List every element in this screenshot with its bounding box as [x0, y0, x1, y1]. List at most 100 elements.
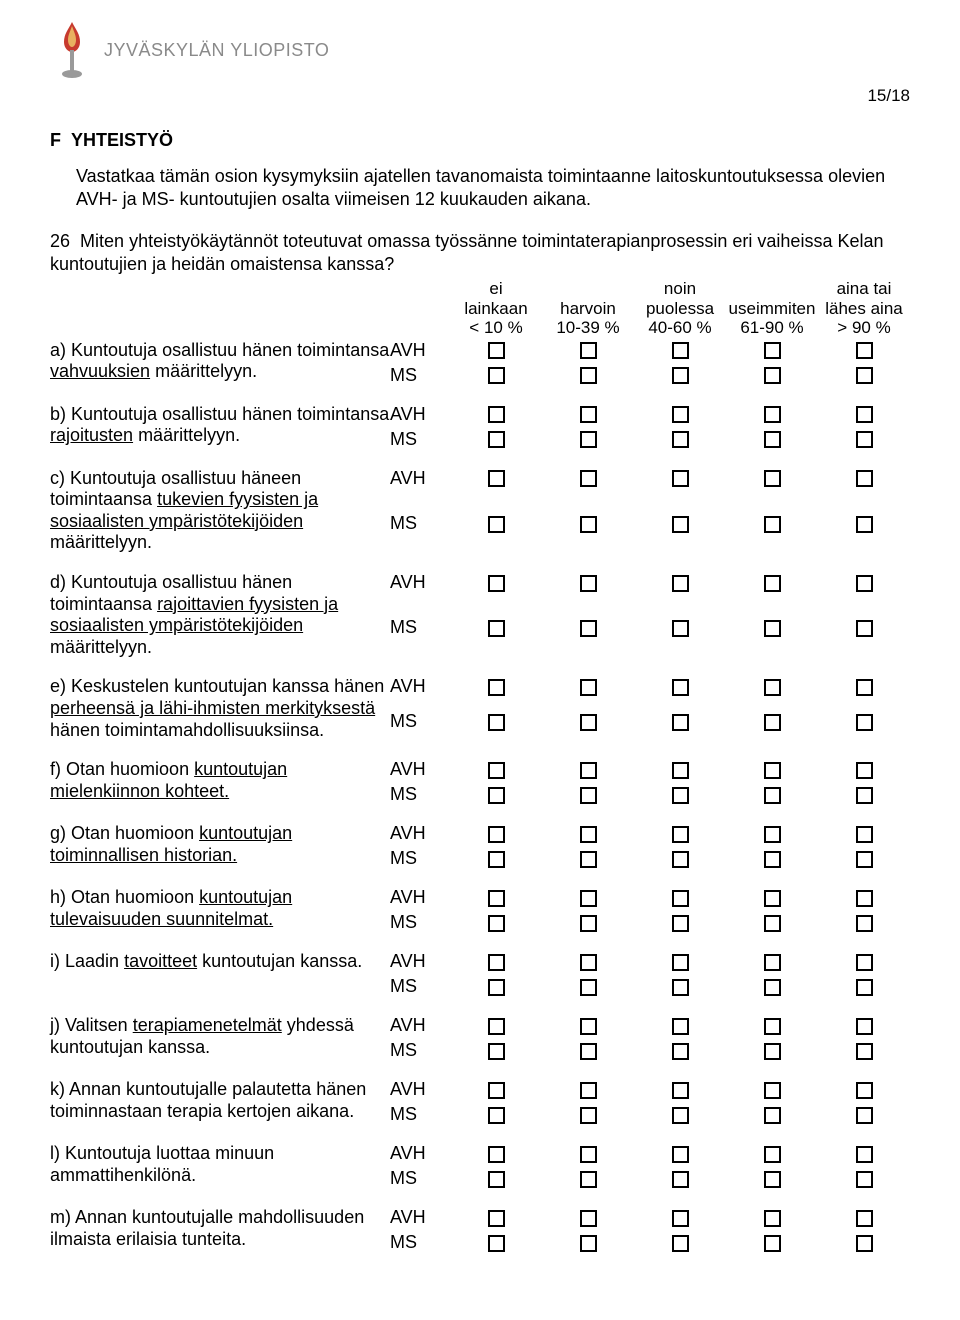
checkbox[interactable]: [856, 979, 873, 996]
checkbox[interactable]: [856, 1018, 873, 1035]
checkbox[interactable]: [764, 1082, 781, 1099]
checkbox[interactable]: [580, 1043, 597, 1060]
checkbox[interactable]: [672, 1235, 689, 1252]
checkbox[interactable]: [672, 1082, 689, 1099]
checkbox[interactable]: [764, 714, 781, 731]
checkbox[interactable]: [580, 762, 597, 779]
checkbox[interactable]: [580, 1171, 597, 1188]
checkbox[interactable]: [580, 851, 597, 868]
checkbox[interactable]: [488, 406, 505, 423]
checkbox[interactable]: [488, 1082, 505, 1099]
checkbox[interactable]: [764, 1210, 781, 1227]
checkbox[interactable]: [856, 714, 873, 731]
checkbox[interactable]: [672, 851, 689, 868]
checkbox[interactable]: [488, 1146, 505, 1163]
checkbox[interactable]: [488, 620, 505, 637]
checkbox[interactable]: [580, 1107, 597, 1124]
checkbox[interactable]: [764, 1043, 781, 1060]
checkbox[interactable]: [488, 890, 505, 907]
checkbox[interactable]: [856, 1107, 873, 1124]
checkbox[interactable]: [580, 367, 597, 384]
checkbox[interactable]: [764, 787, 781, 804]
checkbox[interactable]: [488, 851, 505, 868]
checkbox[interactable]: [856, 367, 873, 384]
checkbox[interactable]: [580, 954, 597, 971]
checkbox[interactable]: [856, 1043, 873, 1060]
checkbox[interactable]: [764, 826, 781, 843]
checkbox[interactable]: [488, 979, 505, 996]
checkbox[interactable]: [580, 575, 597, 592]
checkbox[interactable]: [672, 620, 689, 637]
checkbox[interactable]: [672, 1146, 689, 1163]
checkbox[interactable]: [672, 1107, 689, 1124]
checkbox[interactable]: [672, 1210, 689, 1227]
checkbox[interactable]: [580, 679, 597, 696]
checkbox[interactable]: [764, 915, 781, 932]
checkbox[interactable]: [488, 367, 505, 384]
checkbox[interactable]: [488, 826, 505, 843]
checkbox[interactable]: [672, 342, 689, 359]
checkbox[interactable]: [488, 954, 505, 971]
checkbox[interactable]: [488, 1235, 505, 1252]
checkbox[interactable]: [856, 620, 873, 637]
checkbox[interactable]: [580, 1210, 597, 1227]
checkbox[interactable]: [488, 575, 505, 592]
checkbox[interactable]: [764, 1107, 781, 1124]
checkbox[interactable]: [672, 787, 689, 804]
checkbox[interactable]: [488, 431, 505, 448]
checkbox[interactable]: [856, 826, 873, 843]
checkbox[interactable]: [856, 342, 873, 359]
checkbox[interactable]: [580, 1018, 597, 1035]
checkbox[interactable]: [672, 915, 689, 932]
checkbox[interactable]: [672, 890, 689, 907]
checkbox[interactable]: [672, 762, 689, 779]
checkbox[interactable]: [488, 787, 505, 804]
checkbox[interactable]: [488, 762, 505, 779]
checkbox[interactable]: [580, 342, 597, 359]
checkbox[interactable]: [580, 826, 597, 843]
checkbox[interactable]: [764, 851, 781, 868]
checkbox[interactable]: [672, 406, 689, 423]
checkbox[interactable]: [488, 915, 505, 932]
checkbox[interactable]: [580, 516, 597, 533]
checkbox[interactable]: [856, 1171, 873, 1188]
checkbox[interactable]: [764, 679, 781, 696]
checkbox[interactable]: [488, 1107, 505, 1124]
checkbox[interactable]: [672, 470, 689, 487]
checkbox[interactable]: [856, 787, 873, 804]
checkbox[interactable]: [672, 575, 689, 592]
checkbox[interactable]: [856, 954, 873, 971]
checkbox[interactable]: [856, 431, 873, 448]
checkbox[interactable]: [672, 1171, 689, 1188]
checkbox[interactable]: [856, 762, 873, 779]
checkbox[interactable]: [764, 620, 781, 637]
checkbox[interactable]: [672, 979, 689, 996]
checkbox[interactable]: [672, 1043, 689, 1060]
checkbox[interactable]: [580, 979, 597, 996]
checkbox[interactable]: [488, 714, 505, 731]
checkbox[interactable]: [764, 431, 781, 448]
checkbox[interactable]: [672, 714, 689, 731]
checkbox[interactable]: [488, 1018, 505, 1035]
checkbox[interactable]: [764, 890, 781, 907]
checkbox[interactable]: [764, 367, 781, 384]
checkbox[interactable]: [856, 516, 873, 533]
checkbox[interactable]: [488, 470, 505, 487]
checkbox[interactable]: [764, 1171, 781, 1188]
checkbox[interactable]: [856, 915, 873, 932]
checkbox[interactable]: [856, 470, 873, 487]
checkbox[interactable]: [856, 851, 873, 868]
checkbox[interactable]: [764, 1018, 781, 1035]
checkbox[interactable]: [856, 575, 873, 592]
checkbox[interactable]: [488, 342, 505, 359]
checkbox[interactable]: [856, 890, 873, 907]
checkbox[interactable]: [580, 714, 597, 731]
checkbox[interactable]: [856, 679, 873, 696]
checkbox[interactable]: [764, 1146, 781, 1163]
checkbox[interactable]: [580, 1082, 597, 1099]
checkbox[interactable]: [764, 470, 781, 487]
checkbox[interactable]: [764, 954, 781, 971]
checkbox[interactable]: [580, 787, 597, 804]
checkbox[interactable]: [488, 1171, 505, 1188]
checkbox[interactable]: [580, 620, 597, 637]
